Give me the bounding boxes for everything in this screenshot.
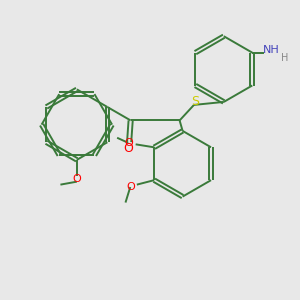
Text: NH: NH <box>263 45 280 55</box>
Text: H: H <box>281 53 288 63</box>
Text: S: S <box>191 94 199 107</box>
Text: O: O <box>124 142 134 155</box>
Text: O: O <box>125 138 134 148</box>
Text: O: O <box>73 174 81 184</box>
Text: O: O <box>126 182 135 192</box>
